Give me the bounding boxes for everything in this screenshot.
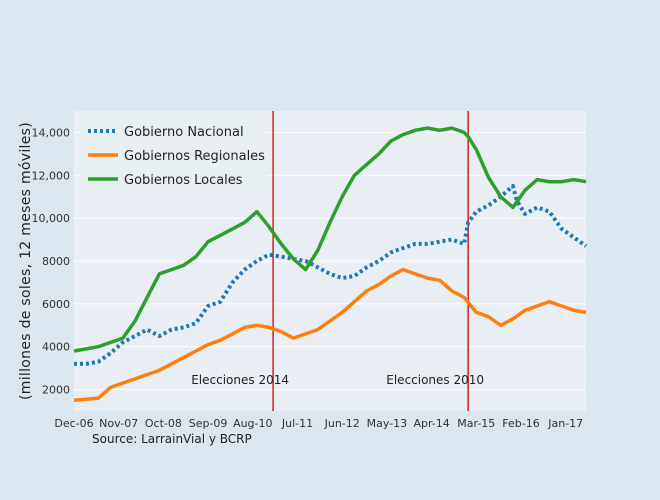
source-note: Source: LarrainVial y BCRP bbox=[92, 432, 252, 446]
y-axis: 2000 4000 6000 8000 10,000 12,000 14,000 bbox=[32, 126, 71, 396]
x-tick-label: Oct-08 bbox=[145, 417, 182, 430]
grid bbox=[74, 131, 586, 391]
x-tick-label: Aug-10 bbox=[233, 417, 272, 430]
y-tick-label: 10,000 bbox=[32, 212, 71, 225]
x-axis: Dec-06 Nov-07 Oct-08 Sep-09 Aug-10 Jul-11 Jun-… bbox=[54, 417, 583, 430]
x-tick-label: Feb-16 bbox=[502, 417, 539, 430]
annotations: Elecciones 2014 Elecciones 2010 bbox=[191, 373, 484, 387]
y-tick-label: 6000 bbox=[42, 298, 70, 311]
legend: Gobierno Nacional Gobiernos Regionales Gob… bbox=[80, 116, 266, 194]
x-tick-label: May-13 bbox=[367, 417, 408, 430]
series-line-3 bbox=[73, 126, 587, 353]
y-tick-label: 2000 bbox=[42, 384, 70, 397]
y-tick-label: 12,000 bbox=[32, 169, 71, 182]
x-tick-label: Jun-12 bbox=[324, 417, 360, 430]
series-lines bbox=[73, 126, 588, 403]
series-line-2 bbox=[73, 267, 587, 403]
election-lines bbox=[272, 111, 469, 411]
annotation-label: Elecciones 2014 bbox=[191, 373, 289, 387]
x-tick-label: Jan-17 bbox=[547, 417, 583, 430]
x-tick-label: Sep-09 bbox=[189, 417, 228, 430]
x-tick-label: Apr-14 bbox=[413, 417, 449, 430]
x-tick-label: Nov-07 bbox=[99, 417, 138, 430]
annotation-label: Elecciones 2010 bbox=[386, 373, 484, 387]
series-line-1 bbox=[74, 184, 588, 366]
y-axis-label: (millones de soles, 12 meses móviles) bbox=[18, 122, 34, 400]
x-tick-label: Dec-06 bbox=[54, 417, 93, 430]
x-tick-label: Mar-15 bbox=[457, 417, 495, 430]
y-tick-label: 4000 bbox=[42, 341, 70, 354]
y-tick-label: 8000 bbox=[42, 255, 70, 268]
legend-label: Gobierno Nacional bbox=[124, 125, 244, 140]
legend-label: Gobiernos Locales bbox=[124, 173, 243, 188]
legend-label: Gobiernos Regionales bbox=[124, 149, 265, 164]
y-tick-label: 14,000 bbox=[32, 126, 71, 139]
x-tick-label: Jul-11 bbox=[281, 417, 313, 430]
